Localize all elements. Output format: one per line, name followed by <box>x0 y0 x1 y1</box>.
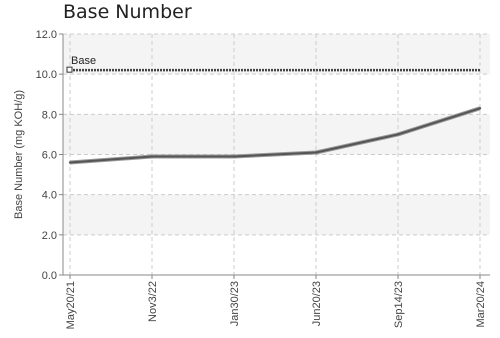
reference-line-group: Base <box>66 55 480 73</box>
data-point <box>150 155 154 158</box>
series-line <box>69 107 481 164</box>
y-tick-label: 6.0 <box>42 150 57 162</box>
x-tick-label: Mar20/24 <box>475 281 487 327</box>
x-tick-label: Nov3/22 <box>147 281 159 322</box>
y-tick-label: 4.0 <box>42 190 57 202</box>
chart-title: Base Number <box>63 1 192 23</box>
data-point <box>232 155 236 158</box>
data-point <box>314 151 318 154</box>
background-band <box>63 34 490 75</box>
y-tick-label: 12.0 <box>36 29 57 41</box>
y-tick-label: 2.0 <box>42 230 57 242</box>
data-point <box>478 107 482 110</box>
background-band <box>63 114 490 155</box>
x-tick-label: Jun20/23 <box>311 281 323 326</box>
data-point <box>396 133 400 136</box>
x-tick-label: May20/21 <box>65 281 77 329</box>
series-group <box>68 106 482 165</box>
x-tick-label: Jan30/23 <box>229 281 241 326</box>
y-tick-label: 8.0 <box>42 109 57 121</box>
x-tick-labels: May20/21 Nov3/22 Jan30/23 Jun20/23 Sep14/23 M… <box>65 275 487 329</box>
grid-lines <box>63 33 490 275</box>
y-tick-label: 0.0 <box>42 270 57 282</box>
y-axis-label: Base Number (mg KOH/g) <box>13 90 25 219</box>
reference-marker <box>66 66 73 73</box>
data-point <box>68 161 72 164</box>
reference-line-label: Base <box>71 55 96 67</box>
background-bands <box>63 34 490 235</box>
y-tick-labels: 0.0 2.0 4.0 6.0 8.0 10.0 12.0 <box>36 29 63 282</box>
y-tick-label: 10.0 <box>36 69 57 81</box>
background-band <box>63 194 490 235</box>
x-tick-label: Sep14/23 <box>393 281 405 328</box>
